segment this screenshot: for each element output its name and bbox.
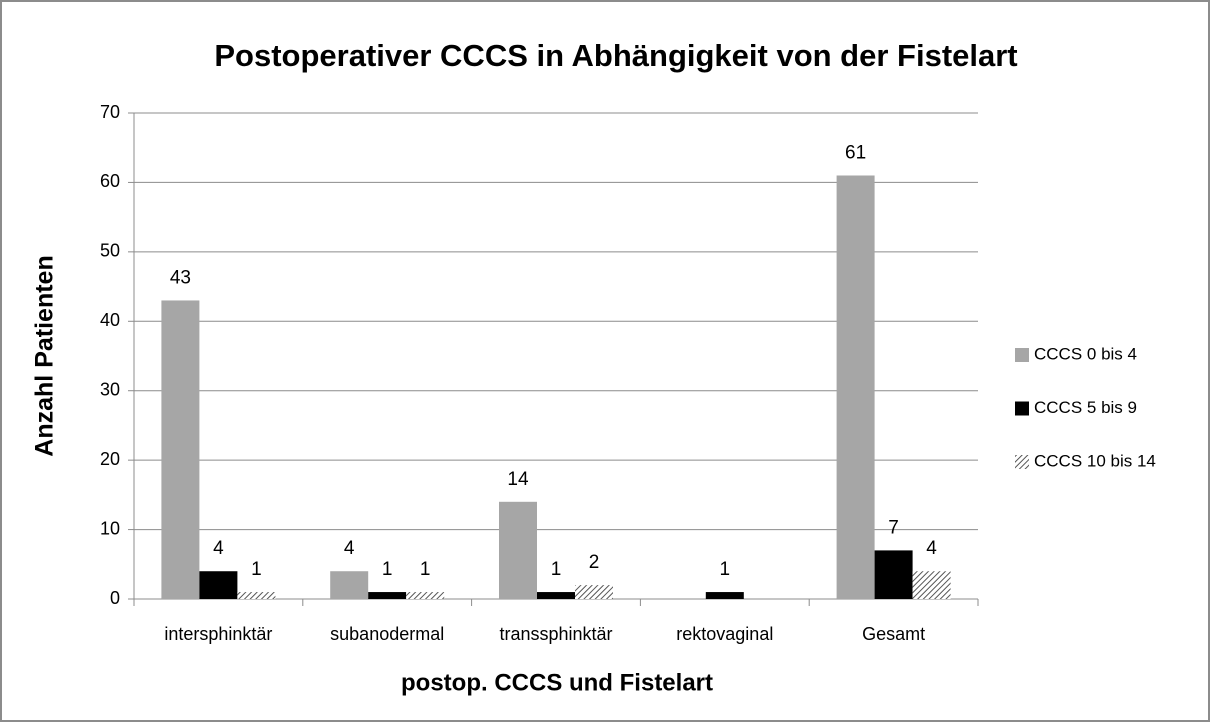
bar xyxy=(874,550,913,599)
value-label: 1 xyxy=(551,559,562,580)
y-tick-label: 0 xyxy=(110,588,120,608)
x-tick-label: rektovaginal xyxy=(676,624,773,644)
y-tick-label: 50 xyxy=(100,241,120,261)
value-label: 4 xyxy=(344,538,355,559)
x-tick-label: transsphinktär xyxy=(499,624,612,644)
value-label: 1 xyxy=(720,559,731,580)
bar xyxy=(537,592,575,599)
value-label: 4 xyxy=(926,538,937,559)
legend-label: CCCS 0 bis 4 xyxy=(1034,344,1137,363)
y-axis-title: Anzahl Patienten xyxy=(31,255,59,456)
value-label: 1 xyxy=(382,559,393,580)
y-tick-label: 60 xyxy=(100,171,120,191)
legend-swatch xyxy=(1015,348,1029,362)
bar xyxy=(237,592,276,599)
x-tick-label: intersphinktär xyxy=(164,624,272,644)
legend-label: CCCS 10 bis 14 xyxy=(1034,451,1156,470)
bar xyxy=(575,585,613,599)
value-label: 14 xyxy=(507,469,529,490)
legend-swatch xyxy=(1015,455,1029,469)
bar xyxy=(161,300,200,599)
bar xyxy=(705,592,744,599)
x-axis-title: postop. CCCS und Fistelart xyxy=(401,669,713,696)
value-label: 1 xyxy=(420,559,431,580)
bar xyxy=(406,592,445,599)
value-label: 43 xyxy=(170,267,191,288)
value-label: 2 xyxy=(589,552,600,573)
chart-title: Postoperativer CCCS in Abhängigkeit von … xyxy=(214,38,1017,73)
x-tick-label: subanodermal xyxy=(330,624,444,644)
value-label: 1 xyxy=(251,559,262,580)
legend-label: CCCS 5 bis 9 xyxy=(1034,398,1137,417)
y-tick-label: 20 xyxy=(100,449,120,469)
value-label: 7 xyxy=(888,517,899,538)
bar xyxy=(912,571,951,599)
y-tick-label: 70 xyxy=(100,102,120,122)
bar xyxy=(499,501,537,599)
bar xyxy=(199,571,238,599)
y-tick-label: 40 xyxy=(100,310,120,330)
x-tick-label: Gesamt xyxy=(862,624,925,644)
y-tick-label: 30 xyxy=(100,379,120,399)
bar xyxy=(368,592,407,599)
bar xyxy=(330,571,369,599)
bar xyxy=(836,175,875,599)
y-tick-label: 10 xyxy=(100,518,120,538)
value-label: 4 xyxy=(213,538,224,559)
legend-swatch xyxy=(1015,401,1029,416)
value-label: 61 xyxy=(845,143,866,164)
